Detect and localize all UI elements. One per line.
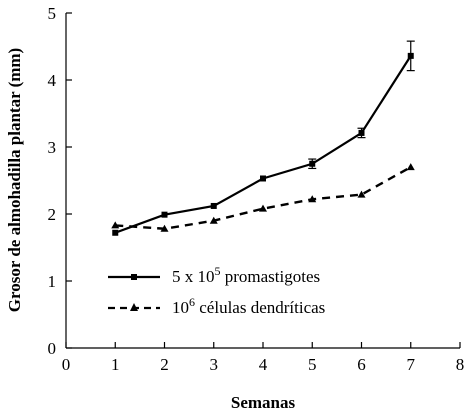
y-tick-label: 4 xyxy=(48,71,57,90)
plot-area xyxy=(111,40,415,236)
x-tick-label: 4 xyxy=(259,355,268,374)
legend-label-dendritic-cells: 106 células dendríticas xyxy=(172,295,325,317)
x-tick-label: 2 xyxy=(160,355,169,374)
series-0 xyxy=(112,40,415,236)
legend-item-promastigotes: 5 x 105 promastigotes xyxy=(108,264,320,286)
data-point-triangle xyxy=(357,190,366,198)
y-tick-label: 3 xyxy=(48,138,57,157)
data-point-square xyxy=(358,129,365,136)
data-point-triangle xyxy=(308,195,317,203)
data-point-square xyxy=(112,229,119,236)
y-tick-label: 1 xyxy=(48,272,57,291)
legend-label-promastigotes: 5 x 105 promastigotes xyxy=(172,264,320,286)
data-point-square xyxy=(161,211,168,218)
data-point-triangle xyxy=(111,221,120,229)
x-tick-label: 0 xyxy=(62,355,71,374)
legend-item-dendritic-cells: 106 células dendríticas xyxy=(108,295,325,317)
x-tick-label: 3 xyxy=(210,355,219,374)
y-tick-label: 2 xyxy=(48,205,57,224)
x-tick-label: 8 xyxy=(456,355,465,374)
data-point-triangle xyxy=(209,216,218,224)
x-tick-label: 7 xyxy=(407,355,416,374)
x-ticks: 0 1 2 3 4 5 6 7 8 xyxy=(62,342,465,374)
data-point-square xyxy=(309,160,316,167)
x-tick-label: 1 xyxy=(111,355,120,374)
legend-marker-promastigotes xyxy=(131,274,137,280)
legend: 5 x 105 promastigotes 106 células dendrí… xyxy=(108,264,325,317)
data-point-triangle xyxy=(259,204,267,212)
x-tick-label: 6 xyxy=(357,355,366,374)
data-point-square xyxy=(210,202,217,209)
y-axis-title: Grosor de almohadilla plantar (mm) xyxy=(5,48,24,312)
x-tick-label: 5 xyxy=(308,355,317,374)
y-tick-label: 5 xyxy=(48,4,57,23)
data-point-square xyxy=(407,52,414,59)
data-point-square xyxy=(260,175,266,182)
y-ticks: 0 1 2 3 4 5 xyxy=(48,4,72,358)
data-point-triangle xyxy=(406,163,415,171)
x-axis-title: Semanas xyxy=(231,393,296,412)
data-point-triangle xyxy=(160,224,169,232)
series-1 xyxy=(111,163,415,232)
legend-marker-dendritic-cells xyxy=(130,303,138,311)
y-tick-label: 0 xyxy=(48,339,57,358)
